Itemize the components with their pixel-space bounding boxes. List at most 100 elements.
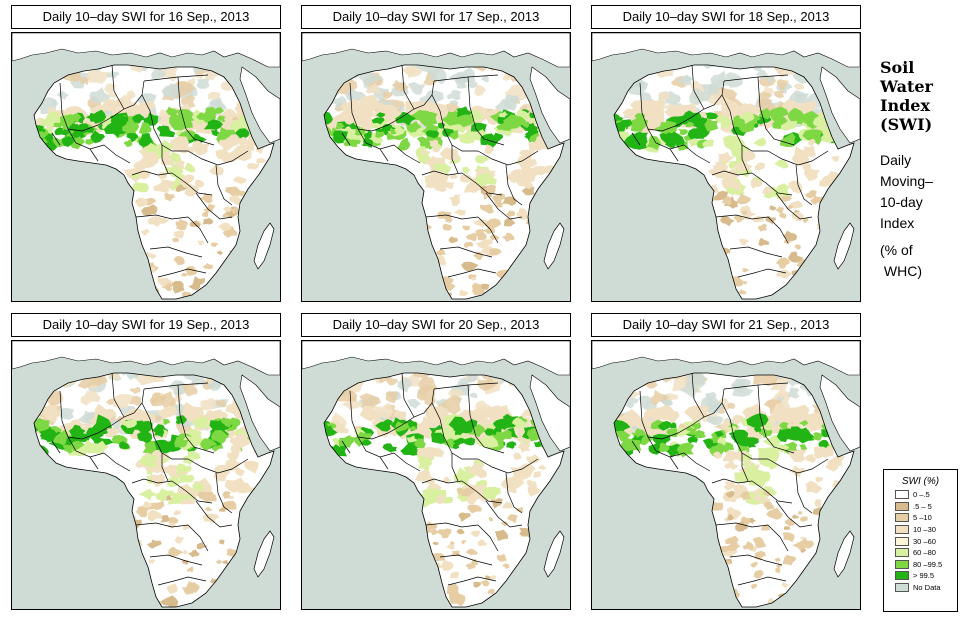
country-border: [157, 268, 207, 278]
southern-patch: [723, 517, 731, 522]
sahara-patch: [151, 67, 167, 81]
europe-landmass: [302, 33, 570, 68]
country-border: [439, 554, 493, 566]
horn-patch: [243, 460, 259, 474]
central-patch: [150, 473, 165, 487]
southern-patch: [758, 237, 770, 247]
sahara-patch: [662, 400, 673, 408]
wet-patch: [56, 114, 76, 132]
sahel-patch: [359, 405, 375, 422]
southern-patch: [461, 540, 467, 544]
wet-patch: [688, 138, 699, 147]
sahara-patch: [456, 81, 467, 89]
central-patch: [164, 165, 184, 178]
wet-patch: [802, 110, 817, 125]
sahara-patch: [180, 94, 196, 108]
wet-patch: [122, 121, 140, 134]
southern-patch: [739, 491, 752, 501]
southern-patch: [204, 506, 213, 512]
sahel-patch: [157, 405, 177, 419]
country-border: [215, 164, 233, 206]
southern-patch: [173, 510, 181, 516]
europe-landmass: [12, 341, 280, 376]
southern-patch: [449, 592, 462, 604]
southern-patch: [496, 202, 504, 208]
southern-patch: [450, 571, 460, 579]
wet-patch: [174, 439, 189, 448]
wet-patch: [132, 114, 146, 125]
sahara-patch: [773, 90, 784, 99]
wet-patch: [744, 440, 757, 448]
central-patch: [753, 137, 767, 147]
country-border: [431, 94, 478, 152]
wet-patch: [413, 438, 426, 450]
country-border: [59, 388, 145, 440]
map-frame: [591, 32, 861, 302]
wet-patch: [200, 438, 218, 451]
map-frame: [301, 32, 571, 302]
wet-patch: [787, 107, 811, 125]
index-description-line: Moving–: [880, 173, 933, 189]
central-patch: [729, 138, 746, 152]
sahara-patch: [130, 65, 143, 73]
wet-patch: [338, 436, 355, 448]
southern-patch: [484, 193, 490, 199]
southern-patch: [203, 263, 214, 270]
country-border: [751, 480, 793, 504]
country-border: [103, 452, 131, 472]
sahara-patch: [480, 75, 490, 83]
madagascar-island: [833, 222, 855, 270]
central-patch: [774, 159, 789, 169]
southern-patch: [231, 207, 241, 215]
country-border: [737, 268, 787, 278]
southern-patch: [738, 289, 747, 295]
southern-patch: [442, 223, 452, 231]
southern-patch: [797, 510, 803, 515]
europe-landmass: [592, 341, 860, 376]
southern-patch: [783, 526, 791, 530]
wet-patch: [361, 439, 372, 446]
southern-patch: [779, 212, 787, 219]
southern-patch: [171, 280, 185, 294]
southern-patch: [168, 516, 179, 525]
madagascar-island: [833, 530, 855, 578]
southern-patch: [507, 514, 518, 524]
wet-patch: [780, 120, 798, 131]
country-border: [461, 480, 503, 504]
southern-patch: [189, 220, 201, 227]
legend-item: 5 –10: [895, 512, 957, 524]
wet-patch: [371, 117, 385, 125]
southern-patch: [788, 251, 804, 263]
southern-patch: [196, 542, 208, 550]
wet-patch: [70, 113, 82, 122]
country-border: [647, 436, 685, 458]
wet-patch: [99, 428, 108, 435]
southern-patch: [463, 242, 474, 248]
country-border: [195, 192, 233, 220]
wet-patch: [375, 419, 393, 432]
wet-patch: [770, 106, 789, 123]
southern-patch: [491, 192, 505, 205]
southern-patch: [487, 588, 495, 596]
country-border: [171, 172, 213, 196]
southern-patch: [222, 559, 229, 565]
country-border: [131, 170, 173, 176]
country-border: [341, 440, 351, 454]
wet-patch: [758, 427, 773, 439]
sahara-patch: [194, 72, 204, 80]
southern-patch: [456, 528, 465, 535]
legend-swatch: [895, 571, 909, 581]
legend-item: > 99.5: [895, 570, 957, 582]
country-border: [741, 453, 749, 482]
country-border: [795, 472, 813, 514]
southern-patch: [160, 595, 179, 607]
wet-patch: [187, 430, 202, 439]
central-patch: [461, 166, 470, 174]
central-patch: [754, 470, 771, 483]
legend-swatch: [895, 583, 909, 593]
central-patch: [182, 455, 195, 466]
central-patch: [724, 481, 735, 489]
southern-patch: [167, 522, 176, 529]
sahel-patch: [205, 409, 216, 420]
sahara-patch: [112, 394, 134, 409]
